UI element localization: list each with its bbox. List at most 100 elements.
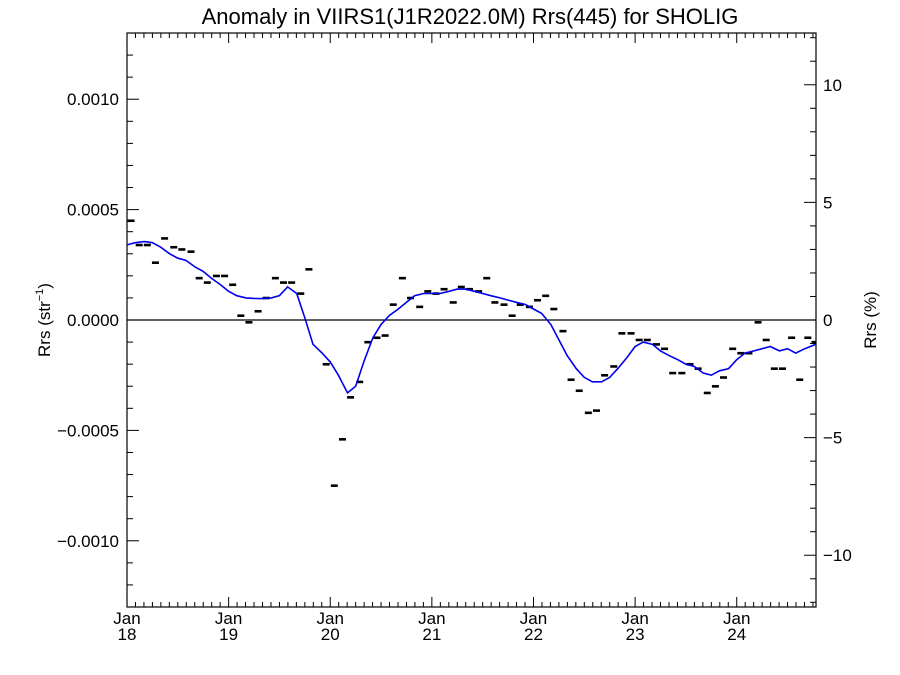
data-point <box>237 314 245 317</box>
data-point <box>711 385 719 388</box>
data-point <box>245 321 253 324</box>
data-point <box>161 237 169 240</box>
data-point <box>178 248 186 251</box>
data-point <box>550 307 558 311</box>
data-point <box>601 373 609 377</box>
data-point <box>661 347 669 351</box>
data-point <box>584 411 592 415</box>
x-tick-label-year: 21 <box>422 625 441 644</box>
y-right-tick-label: 5 <box>823 193 832 212</box>
data-point <box>720 376 728 379</box>
data-point <box>187 250 195 253</box>
x-tick-label-month: Jan <box>113 609 140 628</box>
y-right-tick-label: 0 <box>823 311 832 330</box>
data-point <box>811 340 816 344</box>
x-tick-label-year: 24 <box>727 625 746 644</box>
y-left-tick-label: −0.0010 <box>57 532 119 551</box>
y-left-tick-label: 0.0000 <box>67 311 119 330</box>
x-tick-label-year: 23 <box>626 625 645 644</box>
y-axis-left-label-superscript: −1 <box>34 289 46 302</box>
data-point <box>788 336 796 340</box>
data-point <box>559 329 567 333</box>
y-left-tick-label: 0.0005 <box>67 201 119 220</box>
x-tick-label-month: Jan <box>723 609 750 628</box>
data-point <box>364 340 372 344</box>
y-axis-left-label-tail: ) <box>35 283 54 289</box>
data-point <box>567 378 575 382</box>
data-point <box>254 309 262 313</box>
data-point <box>330 484 338 487</box>
data-point <box>500 303 508 306</box>
data-point <box>804 336 812 340</box>
data-point <box>373 336 381 340</box>
data-point <box>416 305 424 309</box>
data-point <box>322 362 330 366</box>
chart-title: Anomaly in VIIRS1(J1R2022.0M) Rrs(445) f… <box>202 4 739 29</box>
x-tick-label-month: Jan <box>317 609 344 628</box>
x-tick-label-year: 18 <box>118 625 137 644</box>
data-point <box>745 351 753 355</box>
data-point <box>703 391 711 395</box>
data-point <box>127 219 135 223</box>
data-point <box>592 409 600 412</box>
data-point <box>203 281 211 284</box>
y-axis-left: 0.0010 0.0005 0.0000 −0.0005 −0.0010 <box>57 54 139 586</box>
data-point <box>491 301 499 304</box>
data-point <box>398 276 406 280</box>
data-point <box>389 303 397 306</box>
data-point <box>288 281 296 284</box>
data-point <box>465 287 473 291</box>
data-point <box>778 367 786 370</box>
data-point <box>762 338 770 342</box>
data-point <box>338 438 346 441</box>
data-point <box>627 332 635 335</box>
data-point <box>686 362 694 366</box>
data-point <box>575 389 583 393</box>
plot-area <box>126 32 817 608</box>
y-axis-left-label-base: Rrs (str <box>35 301 54 357</box>
y-axis-right-label: Rrs (%) <box>861 291 880 349</box>
data-point <box>143 243 151 247</box>
data-point <box>635 338 643 342</box>
data-point <box>305 268 313 271</box>
data-point <box>279 281 287 284</box>
data-point <box>297 292 305 295</box>
data-point <box>542 294 550 298</box>
x-tick-label-month: Jan <box>418 609 445 628</box>
y-axis-right: 10 5 0 −5 −10 <box>804 37 852 603</box>
data-point <box>737 351 745 355</box>
data-point <box>271 276 279 280</box>
data-point <box>643 338 651 342</box>
data-point <box>796 378 804 382</box>
data-point <box>678 371 686 375</box>
y-right-tick-label: −10 <box>823 546 852 565</box>
data-point <box>356 380 364 384</box>
data-point <box>516 303 524 306</box>
data-point <box>449 301 457 304</box>
data-point <box>135 243 143 247</box>
smoothed-line <box>127 240 816 395</box>
y-right-tick-label: 10 <box>823 76 842 95</box>
data-point <box>347 396 355 399</box>
data-point <box>508 314 516 317</box>
data-point <box>212 274 220 278</box>
x-tick-label-month: Jan <box>621 609 648 628</box>
data-point <box>729 347 737 351</box>
y-left-tick-label: 0.0010 <box>67 90 119 109</box>
y-axis-left-label: Rrs (str−1) <box>34 283 54 357</box>
x-tick-label-month: Jan <box>520 609 547 628</box>
data-point <box>457 285 465 289</box>
x-tick-label-year: 22 <box>524 625 543 644</box>
data-point <box>618 332 626 335</box>
y-right-tick-label: −5 <box>823 429 842 448</box>
data-point <box>151 261 159 264</box>
data-point <box>669 371 677 375</box>
data-point <box>610 365 618 368</box>
data-point <box>770 367 778 370</box>
y-left-tick-label: −0.0005 <box>57 421 119 440</box>
data-point <box>424 290 432 293</box>
data-point <box>483 276 491 280</box>
x-tick-label-month: Jan <box>215 609 242 628</box>
